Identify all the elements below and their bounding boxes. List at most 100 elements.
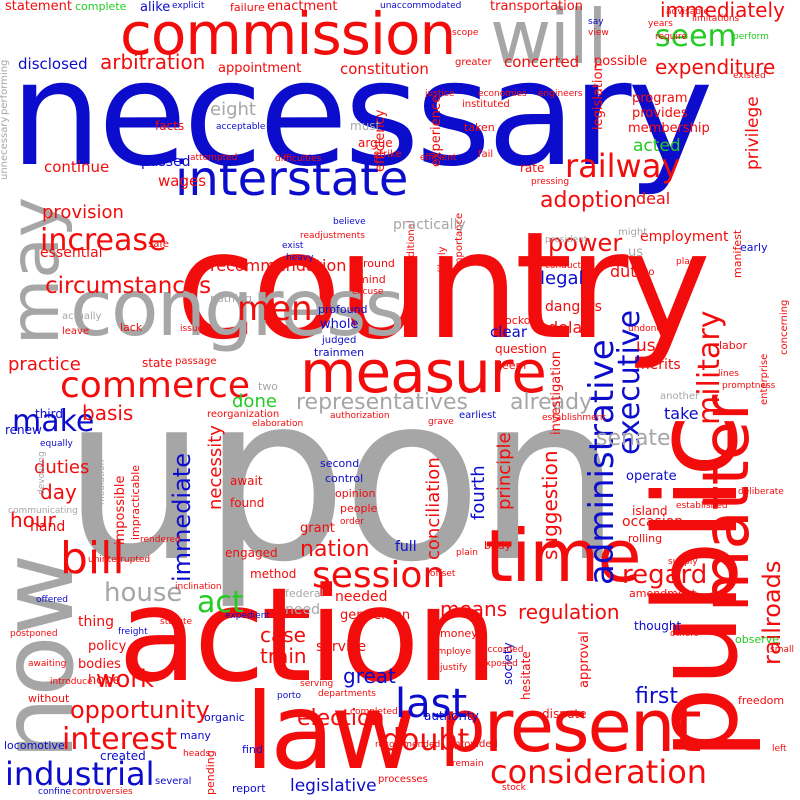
word-facts: facts xyxy=(155,119,185,133)
word-first: first xyxy=(635,684,678,709)
word-establishment: establishment xyxy=(542,413,606,423)
word-confine: confine xyxy=(38,787,72,797)
word-serving: serving xyxy=(300,679,334,689)
word-engineers: engineers xyxy=(538,89,583,99)
word-employment: employment xyxy=(640,229,729,245)
word-legislation: legislation xyxy=(591,63,606,130)
word-control: control xyxy=(325,472,364,485)
word-nothing: nothing xyxy=(210,292,252,305)
word-hope: hope xyxy=(88,673,121,688)
word-basis: basis xyxy=(82,401,134,425)
word-senate: senate xyxy=(596,426,671,451)
word-acted: acted xyxy=(633,136,681,156)
word-argue: argue xyxy=(358,136,393,150)
word-representatives: representatives xyxy=(296,390,468,415)
word-time: time xyxy=(485,514,642,598)
word-circumstances: circumstances xyxy=(45,273,212,299)
word-profound: profound xyxy=(318,303,368,316)
word-island: island xyxy=(632,504,668,518)
word-measure: measure xyxy=(300,338,547,406)
word-policy: policy xyxy=(88,639,127,654)
word-pressing: pressing xyxy=(531,177,570,187)
word-statement: statement xyxy=(5,0,72,14)
word-existed: existed xyxy=(733,71,766,81)
word-congress: congress xyxy=(70,264,405,354)
word-offset: offset xyxy=(430,569,456,579)
word-commission: commission xyxy=(120,0,456,68)
word-communicating: communicating xyxy=(8,506,78,516)
word-established: established xyxy=(676,501,728,511)
word-bill: bill xyxy=(60,533,125,584)
word-provided: provided xyxy=(454,739,498,750)
word-unlikely: unlikely xyxy=(437,246,448,285)
word-readjustments: readjustments xyxy=(300,231,365,241)
word-power: power xyxy=(548,229,623,257)
word-federal: federal xyxy=(285,587,324,600)
word-transportation: transportation xyxy=(490,0,583,14)
word-full: full xyxy=(395,539,417,555)
word-alike: alike xyxy=(140,0,171,15)
word-renew: renew xyxy=(5,423,42,437)
word-means: means xyxy=(440,597,508,621)
word-conductors: conductors xyxy=(545,261,595,271)
word-statute: statute xyxy=(160,617,193,627)
word-service: service xyxy=(316,639,367,655)
word-passage: passage xyxy=(175,356,217,367)
word-found: found xyxy=(230,496,265,510)
word-session: session xyxy=(312,555,446,596)
word-adoption: adoption xyxy=(540,188,638,213)
word-take: take xyxy=(664,404,699,423)
word-inclination: inclination xyxy=(175,582,222,592)
word-awaiting: awaiting xyxy=(28,659,67,669)
word-complete: complete xyxy=(75,0,127,13)
word-many: many xyxy=(180,729,211,742)
word-disclosed: disclosed xyxy=(18,55,88,73)
word-bodies: bodies xyxy=(78,657,121,672)
word-hand: hand xyxy=(30,519,66,535)
word-exposed: exposed xyxy=(480,659,518,669)
word-opinion: opinion xyxy=(335,487,376,500)
word-country: country xyxy=(175,200,711,372)
word-freight: freight xyxy=(118,627,148,637)
word-departments: departments xyxy=(318,689,376,699)
word-grant: grant xyxy=(300,521,335,536)
word-merits: merits xyxy=(636,357,681,373)
word-practice: practice xyxy=(8,354,81,375)
word-gentlemen: gentlemen xyxy=(340,608,411,623)
word-passed: passed xyxy=(141,154,191,170)
word-operate: operate xyxy=(626,469,677,484)
word-say: say xyxy=(588,17,604,27)
word-great: great xyxy=(343,664,396,688)
word-third: third xyxy=(35,407,63,421)
word-equally: equally xyxy=(40,439,73,449)
word-place: place xyxy=(676,257,701,267)
word-continue: continue xyxy=(44,158,110,176)
word-judged: judged xyxy=(322,335,357,346)
word-membership: membership xyxy=(628,121,710,136)
word-postponed: postponed xyxy=(10,629,58,639)
word-issue: issue xyxy=(180,324,204,334)
word-practically: practically xyxy=(393,217,466,233)
word-act: act xyxy=(197,585,244,620)
word-case: case xyxy=(260,623,306,647)
word-immediate: immediate xyxy=(168,453,196,582)
word-trainmen: trainmen xyxy=(314,346,365,359)
word-military: military xyxy=(692,310,727,425)
word-approval: approval xyxy=(577,631,592,688)
word-body: body xyxy=(484,539,512,552)
word-provides: provides xyxy=(632,106,688,121)
word-deal: deal xyxy=(636,189,671,208)
word-report: report xyxy=(232,782,266,795)
word-last: last xyxy=(395,681,468,727)
word-strike: strike xyxy=(374,149,402,160)
word-nation: nation xyxy=(300,537,370,562)
word-legal: legal xyxy=(540,268,584,289)
word-make: make xyxy=(12,404,95,439)
word-scope: scope xyxy=(452,28,479,38)
word-interstate: interstate xyxy=(175,151,409,207)
word-lines: lines xyxy=(718,369,739,379)
word-thought: thought xyxy=(634,619,682,633)
word-order: order xyxy=(340,517,364,527)
word-locomotive: locomotive xyxy=(4,739,65,752)
word-left: left xyxy=(772,744,787,754)
